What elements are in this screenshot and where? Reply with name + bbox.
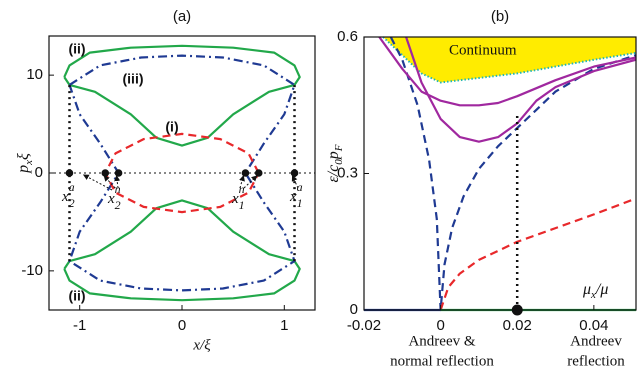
y-tick-label: 10 (26, 66, 43, 83)
label-base: x (231, 191, 239, 207)
continuum-label: Continuum (449, 42, 517, 58)
pointer-arrow (103, 175, 116, 189)
y-tick-label: -10 (21, 262, 43, 279)
point-label: x1 n (231, 182, 245, 212)
point (65, 169, 74, 177)
label-part: x (23, 160, 35, 166)
label-part: p (325, 151, 342, 160)
panel: (a)-1 0 1-10010x/ξ(ii)(iii)(i)(ii)x2ax2nx1… (21, 8, 316, 353)
pointer-arrow (82, 174, 113, 191)
label-base: x (61, 189, 69, 205)
continuum-area (383, 37, 636, 83)
curve (405, 36, 637, 143)
label-sup: a (69, 180, 75, 194)
x-tick-label: -0.02 (347, 317, 381, 334)
panel-title: (b) (491, 8, 509, 25)
x-tick-label: 0.02 (503, 317, 532, 334)
curve-label: (i) (165, 119, 178, 135)
x-tick-label: 1 (280, 317, 288, 334)
region-note: reflection (567, 353, 625, 369)
axis-label: ε/c0pF (325, 144, 345, 182)
label-part: x (590, 289, 596, 301)
point (241, 169, 250, 177)
x-tick-label: -1 (73, 317, 86, 334)
point-label: x1 a (289, 180, 303, 210)
label-sup: n (115, 182, 121, 196)
label-part: μ (582, 281, 591, 298)
label-sup: a (297, 180, 303, 194)
x-axis-label: x/ξ (192, 337, 211, 353)
point-label: x2 n (107, 182, 121, 212)
label-sup: n (239, 182, 245, 196)
label-base: x (107, 191, 115, 207)
curve-label: (ii) (68, 288, 85, 304)
panel-title: (a) (173, 8, 191, 25)
label-part: 0 (333, 159, 345, 165)
point (114, 169, 123, 177)
x-tick-label: 0 (436, 317, 444, 334)
point (254, 169, 263, 177)
continuum-edge (382, 36, 637, 84)
curve-label: (iii) (123, 71, 144, 87)
region-note: Andreev & (408, 333, 475, 349)
curve (63, 44, 301, 147)
x-tick-label: 0 (178, 317, 186, 334)
panel: (b)Continuum-0.02 0 0.02 0.0400.30.6Andreev… (337, 8, 637, 369)
axis-label: μx/μ (582, 281, 608, 301)
point-label: x2 a (61, 180, 75, 210)
y-tick-label: 0 (350, 301, 358, 318)
pointer-arrow (243, 175, 258, 189)
label-part: ε/c (325, 165, 342, 183)
region-note: normal reflection (390, 353, 494, 369)
point (101, 169, 110, 177)
y-tick-label: 0.3 (337, 164, 358, 181)
curve-label: (ii) (68, 41, 85, 57)
label-part: p (15, 165, 32, 174)
label-base: x (289, 189, 297, 205)
region-note: Andreev (570, 333, 622, 349)
x-tick-label: 0.04 (579, 317, 608, 334)
y-tick-label: 0 (35, 164, 43, 181)
label-sub: 2 (115, 198, 121, 212)
label-part: F (333, 144, 345, 152)
label-part: ξ (15, 153, 32, 160)
curve (439, 197, 637, 311)
label-sub: 1 (239, 198, 245, 212)
curve (389, 36, 637, 312)
label-sub: 1 (297, 196, 303, 210)
curve (378, 36, 637, 107)
label-sub: 2 (69, 196, 75, 210)
axis-label: pxξ (15, 153, 35, 174)
curve (63, 199, 301, 302)
label-part: /μ (595, 281, 608, 298)
y-tick-label: 0.6 (337, 28, 358, 45)
point (290, 169, 299, 177)
plot-frame (363, 36, 637, 311)
